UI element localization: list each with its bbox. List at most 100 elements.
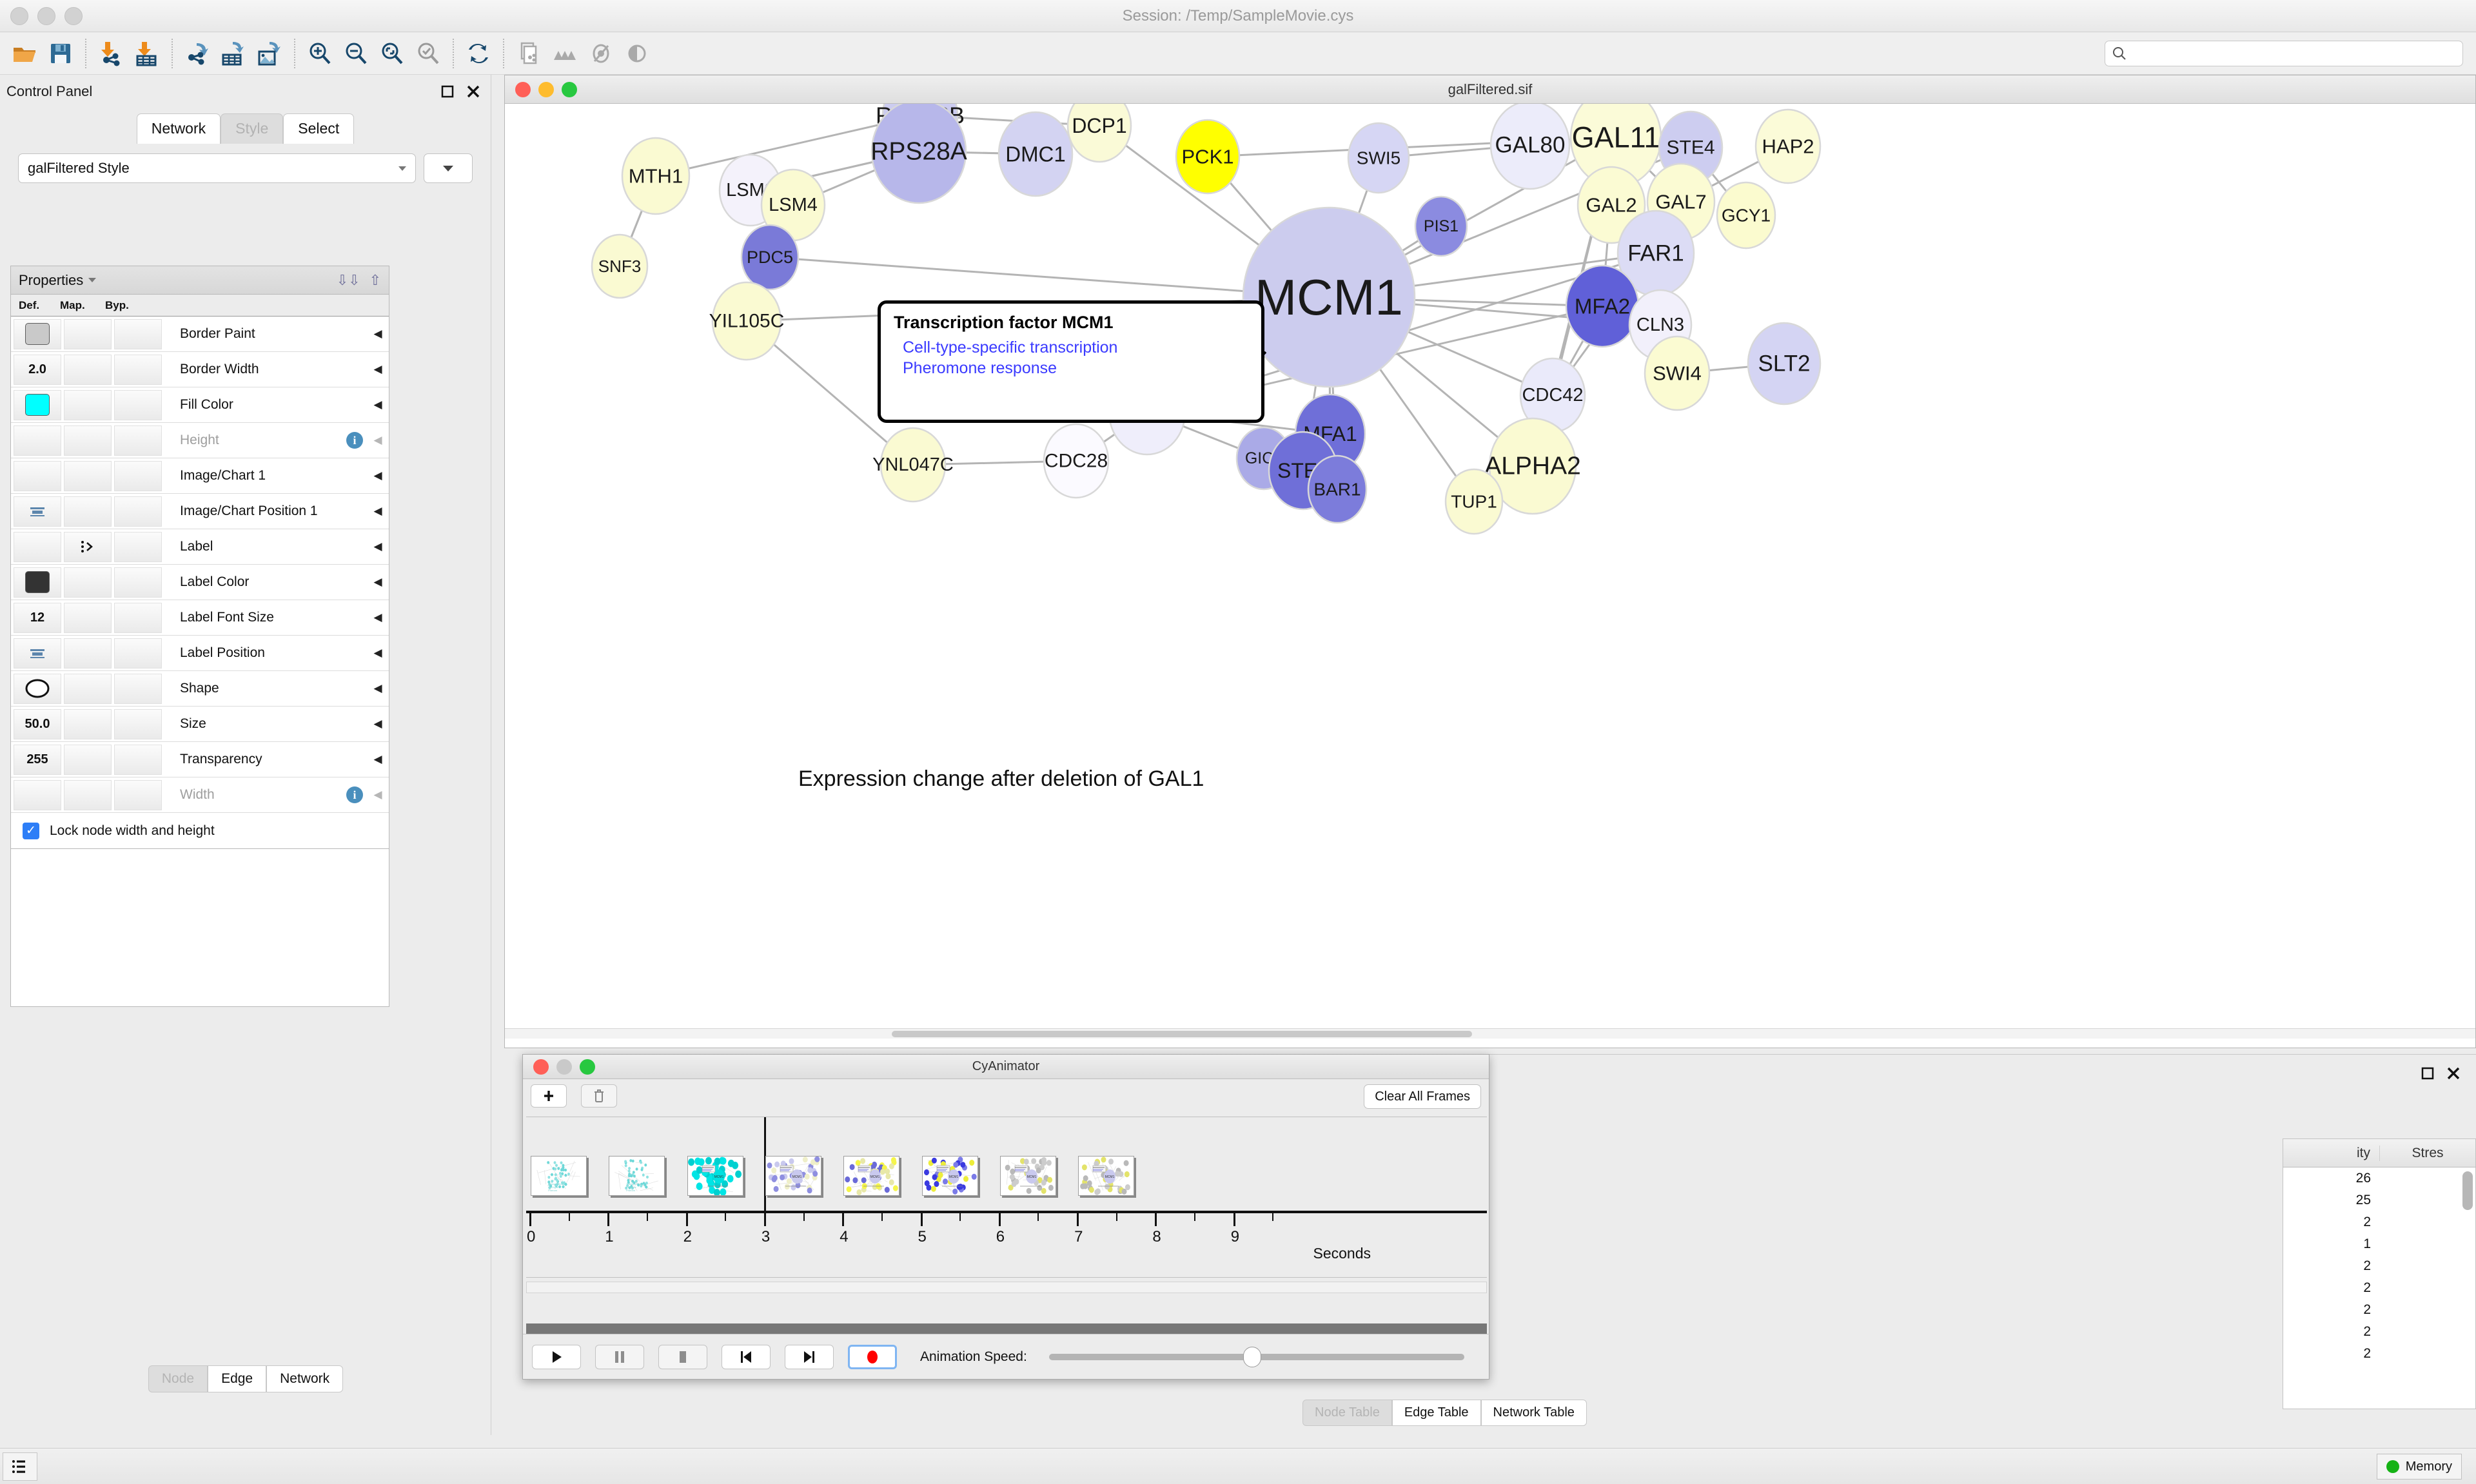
table-row[interactable]: 26	[2283, 1167, 2475, 1189]
maximize-window-button[interactable]	[64, 6, 83, 25]
property-row[interactable]: 255 Transparency ◀	[11, 742, 389, 777]
table-row[interactable]: 2	[2283, 1277, 2475, 1299]
property-row[interactable]: Border Paint ◀	[11, 317, 389, 352]
property-expand-arrow[interactable]: ◀	[373, 788, 382, 801]
node-ellipse[interactable]	[591, 233, 649, 299]
property-expand-arrow[interactable]: ◀	[373, 434, 382, 446]
property-mapping-cell[interactable]	[64, 318, 112, 349]
export-image-icon[interactable]	[251, 35, 288, 72]
property-bypass-cell[interactable]	[114, 425, 162, 456]
chevron-down-icon[interactable]	[88, 278, 97, 282]
layout-icon[interactable]	[547, 35, 583, 72]
network-node[interactable]: RPS28A	[870, 104, 967, 204]
timeline-frame[interactable]: MCM1	[765, 1156, 821, 1196]
network-node[interactable]: MTH1	[621, 137, 691, 215]
property-mapping-cell[interactable]	[64, 779, 112, 810]
property-default-cell[interactable]: 255	[14, 744, 61, 775]
save-icon[interactable]	[43, 35, 79, 72]
node-ellipse[interactable]	[1488, 417, 1577, 515]
property-mapping-cell[interactable]	[64, 354, 112, 385]
property-expand-arrow[interactable]: ◀	[373, 363, 382, 375]
tab-network-style[interactable]: Network	[266, 1365, 344, 1392]
property-bypass-cell[interactable]	[114, 354, 162, 385]
network-node[interactable]: YNL047C	[872, 427, 954, 503]
property-expand-arrow[interactable]: ◀	[373, 540, 382, 552]
property-row[interactable]: Fill Color ◀	[11, 387, 389, 423]
zoom-fit-icon[interactable]	[374, 35, 410, 72]
property-expand-arrow[interactable]: ◀	[373, 505, 382, 517]
timeline-scrollbar[interactable]	[526, 1282, 1487, 1293]
node-ellipse[interactable]	[1754, 108, 1822, 184]
table-row[interactable]: 1	[2283, 1233, 2475, 1255]
node-ellipse[interactable]	[1043, 423, 1110, 499]
network-node[interactable]: MCM1	[1242, 206, 1416, 388]
annotation-box[interactable]: Transcription factor MCM1 Cell-type-spec…	[878, 300, 1264, 423]
style-options-menu-button[interactable]	[424, 153, 473, 183]
tab-style[interactable]: Style	[221, 113, 284, 144]
minimize-network-button[interactable]	[538, 81, 554, 97]
network-node[interactable]: TUP1	[1444, 468, 1504, 535]
node-ellipse[interactable]	[870, 104, 967, 204]
column-stress[interactable]: Stres	[2412, 1145, 2444, 1160]
style-select[interactable]: galFiltered Style	[18, 153, 416, 183]
network-node[interactable]: GCY1	[1716, 181, 1776, 249]
tab-network[interactable]: Network	[136, 113, 221, 144]
property-bypass-cell[interactable]	[114, 779, 162, 810]
zoom-selected-icon[interactable]	[410, 35, 446, 72]
network-node[interactable]: SLT2	[1747, 322, 1822, 405]
property-default-cell[interactable]	[14, 496, 61, 527]
scrollbar-thumb[interactable]	[892, 1031, 1472, 1037]
property-bypass-cell[interactable]	[114, 602, 162, 633]
property-default-cell[interactable]	[14, 779, 61, 810]
property-default-cell[interactable]	[14, 673, 61, 704]
property-bypass-cell[interactable]	[114, 389, 162, 420]
export-table-icon[interactable]	[215, 35, 251, 72]
close-cyanimator-button[interactable]	[533, 1059, 549, 1075]
property-expand-arrow[interactable]: ◀	[373, 718, 382, 730]
network-horizontal-scrollbar[interactable]	[505, 1028, 2475, 1039]
node-ellipse[interactable]	[1414, 195, 1468, 257]
search-input[interactable]	[2132, 46, 2456, 61]
property-bypass-cell[interactable]	[114, 744, 162, 775]
hide-icon[interactable]	[583, 35, 619, 72]
network-node[interactable]: BAR1	[1307, 454, 1368, 524]
network-node[interactable]: GAL80	[1489, 104, 1571, 190]
cyanimator-window-controls[interactable]	[533, 1059, 595, 1075]
first-frame-button[interactable]	[722, 1344, 771, 1369]
task-list-button[interactable]	[3, 1452, 37, 1481]
float-table-panel-button[interactable]	[2421, 1066, 2435, 1084]
property-mapping-cell[interactable]	[64, 389, 112, 420]
info-icon[interactable]: i	[346, 432, 363, 449]
cyanimator-timeline[interactable]: Transcription Cell-type Pherom Transcriptio…	[526, 1117, 1487, 1278]
property-mapping-cell[interactable]	[64, 673, 112, 704]
collapse-all-icon[interactable]: ⇧	[369, 271, 381, 288]
table-vertical-scrollbar[interactable]	[2462, 1171, 2473, 1384]
node-ellipse[interactable]	[621, 137, 691, 215]
property-default-cell[interactable]	[14, 425, 61, 456]
search-box[interactable]	[2105, 41, 2463, 66]
property-mapping-cell[interactable]	[64, 496, 112, 527]
lock-node-size-row[interactable]: ✓ Lock node width and height	[11, 813, 389, 849]
node-ellipse[interactable]	[740, 224, 800, 291]
record-button[interactable]	[848, 1344, 897, 1369]
network-node[interactable]: CDC28	[1043, 423, 1110, 499]
property-default-cell[interactable]	[14, 318, 61, 349]
property-default-cell[interactable]: 12	[14, 602, 61, 633]
network-canvas[interactable]: RPS28BDCP1RPS28ADMC1PCK1SWI5GAL80GAL11ST…	[505, 104, 2475, 1039]
property-default-cell[interactable]	[14, 460, 61, 491]
property-row[interactable]: Image/Chart Position 1 ◀	[11, 494, 389, 529]
stop-button[interactable]	[658, 1344, 707, 1369]
export-network-icon[interactable]	[179, 35, 215, 72]
zoom-in-icon[interactable]	[302, 35, 338, 72]
property-row[interactable]: 12 Label Font Size ◀	[11, 600, 389, 636]
property-row[interactable]: Shape ◀	[11, 671, 389, 707]
expand-all-icon[interactable]: ⇩⇩	[336, 271, 360, 288]
table-row[interactable]: 2	[2283, 1255, 2475, 1277]
network-node[interactable]: MFA2	[1565, 264, 1640, 348]
node-ellipse[interactable]	[711, 281, 782, 361]
tab-edge-table[interactable]: Edge Table	[1391, 1400, 1481, 1426]
node-ellipse[interactable]	[1644, 335, 1711, 411]
property-expand-arrow[interactable]: ◀	[373, 469, 382, 482]
property-bypass-cell[interactable]	[114, 708, 162, 739]
property-mapping-cell[interactable]	[64, 602, 112, 633]
